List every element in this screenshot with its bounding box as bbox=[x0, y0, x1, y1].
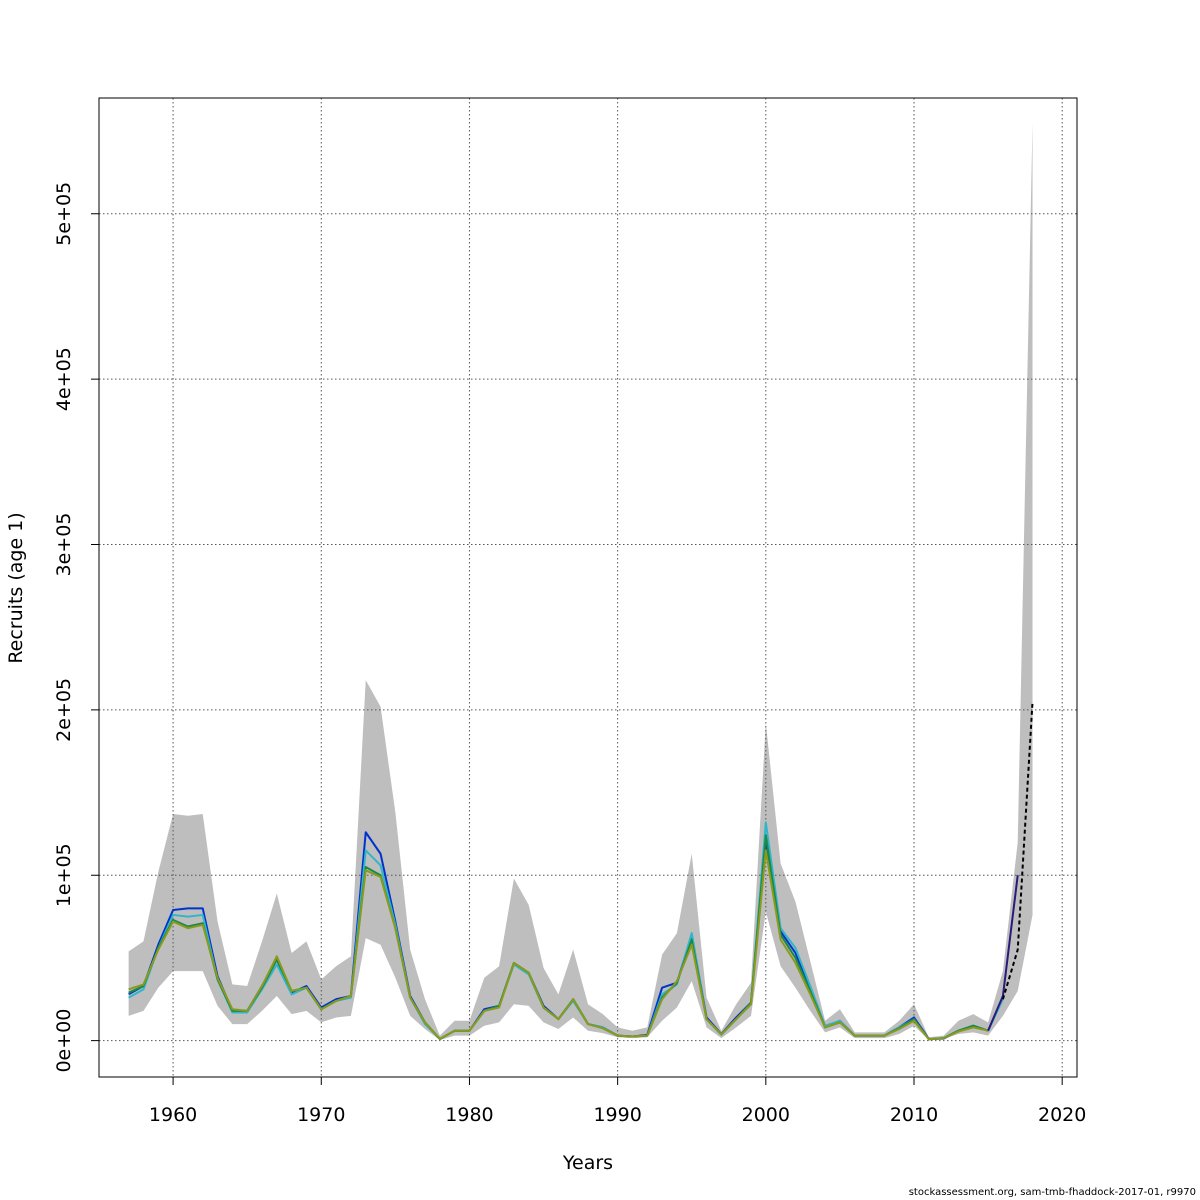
y-tick-label: 4e+05 bbox=[53, 347, 75, 411]
x-tick-label: 1970 bbox=[297, 1104, 345, 1126]
x-tick-label: 1980 bbox=[445, 1104, 493, 1126]
confidence-band bbox=[128, 122, 1033, 1041]
source-footer: stockassessment.org, sam-tmb-fhaddock-20… bbox=[908, 1187, 1196, 1198]
plot-frame bbox=[98, 97, 1078, 1078]
x-tick-label: 2000 bbox=[742, 1104, 790, 1126]
x-tick-label: 2010 bbox=[890, 1104, 938, 1126]
x-tick-label: 2020 bbox=[1038, 1104, 1086, 1126]
y-tick-label: 2e+05 bbox=[53, 678, 75, 742]
y-tick-label: 5e+05 bbox=[53, 182, 75, 246]
series-line-4 bbox=[128, 849, 989, 1041]
x-axis-label: Years bbox=[562, 1152, 613, 1174]
y-axis-label: Recruits (age 1) bbox=[5, 512, 27, 663]
series-line-6 bbox=[1001, 701, 1034, 1000]
x-tick-label: 1960 bbox=[149, 1104, 197, 1126]
y-tick-label: 0e+00 bbox=[53, 1009, 75, 1073]
x-tick-label: 1990 bbox=[593, 1104, 641, 1126]
y-tick-label: 1e+05 bbox=[53, 843, 75, 907]
y-tick-label: 3e+05 bbox=[53, 513, 75, 577]
